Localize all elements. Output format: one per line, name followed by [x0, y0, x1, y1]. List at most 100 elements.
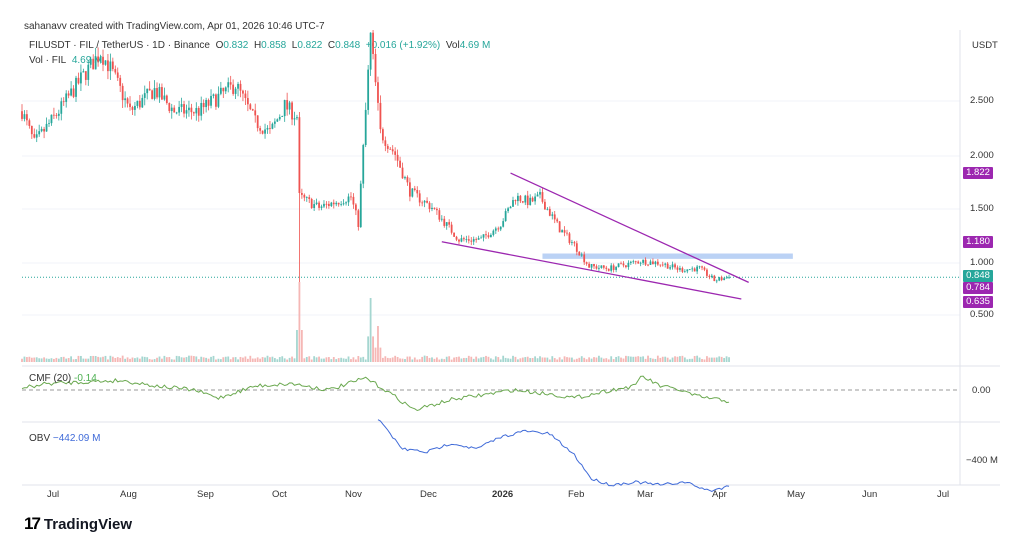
volume-bar — [200, 356, 203, 362]
logo-icon: 17 — [24, 514, 41, 533]
candle-body — [293, 118, 296, 120]
volume-bar — [561, 359, 563, 362]
candle-body — [477, 238, 480, 240]
volume-bar — [710, 357, 713, 362]
time-tick: Feb — [568, 489, 585, 500]
candle-body — [431, 207, 433, 210]
volume-bar — [305, 356, 308, 362]
candle-body — [394, 151, 397, 155]
volume-bar — [428, 357, 431, 362]
volume-bar — [38, 358, 41, 362]
volume-bar — [367, 336, 370, 362]
volume-bar — [286, 359, 289, 362]
volume-bar — [45, 358, 48, 362]
candle-body — [659, 264, 662, 266]
volume-bar — [573, 359, 576, 362]
time-tick: Aug — [120, 489, 137, 500]
candle-body — [369, 32, 372, 70]
volume-bar — [227, 356, 230, 362]
volume-bar — [453, 357, 455, 362]
time-tick: Sep — [197, 489, 214, 500]
volume-bar — [283, 358, 286, 362]
volume-bar — [335, 359, 338, 362]
volume-bar — [347, 356, 350, 362]
volume-bar — [246, 358, 249, 362]
candle-body — [337, 202, 340, 205]
volume-bar — [701, 358, 703, 362]
volume-bar — [566, 357, 568, 362]
volume-bar — [359, 357, 362, 362]
volume-bar — [458, 356, 460, 362]
volume-bar — [666, 357, 669, 362]
candle-body — [718, 277, 721, 281]
candle-body — [558, 221, 561, 233]
candle-body — [435, 208, 438, 211]
volume-bar — [342, 358, 345, 362]
candle-body — [423, 200, 426, 203]
candle-body — [188, 107, 190, 111]
candle-body — [215, 94, 217, 107]
volume-bar — [119, 357, 122, 362]
volume-bar — [364, 359, 367, 362]
candle-body — [308, 197, 311, 200]
candle-body — [519, 195, 522, 202]
candle-body — [283, 100, 286, 117]
candle-body — [249, 104, 252, 110]
volume-bar — [281, 356, 284, 362]
volume-bar — [509, 358, 512, 362]
candle-body — [327, 203, 330, 207]
time-tick: Nov — [345, 489, 362, 500]
volume-bar — [539, 356, 541, 362]
candle-body — [389, 148, 392, 150]
candle-body — [23, 114, 26, 119]
candle-body — [507, 208, 509, 212]
candle-body — [440, 218, 443, 220]
volume-bar — [480, 357, 482, 362]
candle-body — [94, 56, 97, 70]
tradingview-logo[interactable]: 17 TradingView — [24, 514, 133, 533]
candle-body — [649, 261, 652, 265]
volume-bar — [438, 359, 441, 362]
candle-body — [286, 100, 289, 110]
volume-bar — [205, 357, 208, 362]
volume-bar — [28, 356, 31, 362]
volume-bar — [598, 355, 600, 362]
volume-bar — [242, 357, 244, 362]
candle-body — [57, 113, 60, 116]
volume-bar — [114, 357, 117, 362]
symbol[interactable]: FILUSDT · FIL / TetherUS · 1D · Binance — [29, 40, 210, 51]
volume-bar — [288, 357, 291, 362]
candle-body — [340, 204, 343, 206]
volume-bar — [440, 358, 443, 362]
candle-body — [315, 202, 318, 205]
candle-body — [696, 266, 699, 272]
volume-bar — [647, 355, 649, 362]
candle-body — [590, 264, 593, 268]
candle-body — [676, 267, 679, 270]
volume-bar — [568, 357, 571, 362]
volume-bar — [494, 356, 497, 362]
volume-bar — [676, 356, 679, 362]
candle-body — [396, 154, 399, 161]
volume-bar — [104, 355, 107, 362]
candle-body — [259, 128, 262, 131]
volume-bar — [175, 355, 178, 362]
volume-bar — [605, 358, 608, 362]
candle-body — [38, 131, 41, 135]
candle-body — [470, 240, 473, 242]
candle-body — [708, 275, 711, 278]
candle-body — [239, 83, 242, 91]
volume-bar — [72, 359, 75, 362]
volume-bar — [386, 357, 389, 362]
volume-bar — [482, 356, 485, 362]
volume-bar — [715, 357, 718, 362]
candle-body — [715, 280, 718, 282]
volume-bar — [519, 358, 522, 362]
candle-body — [313, 204, 316, 209]
volume-bar — [602, 358, 605, 362]
price-tick: 1.500 — [970, 203, 994, 214]
candle-body — [681, 268, 684, 272]
candle-body — [205, 99, 208, 108]
candle-body — [335, 202, 338, 205]
